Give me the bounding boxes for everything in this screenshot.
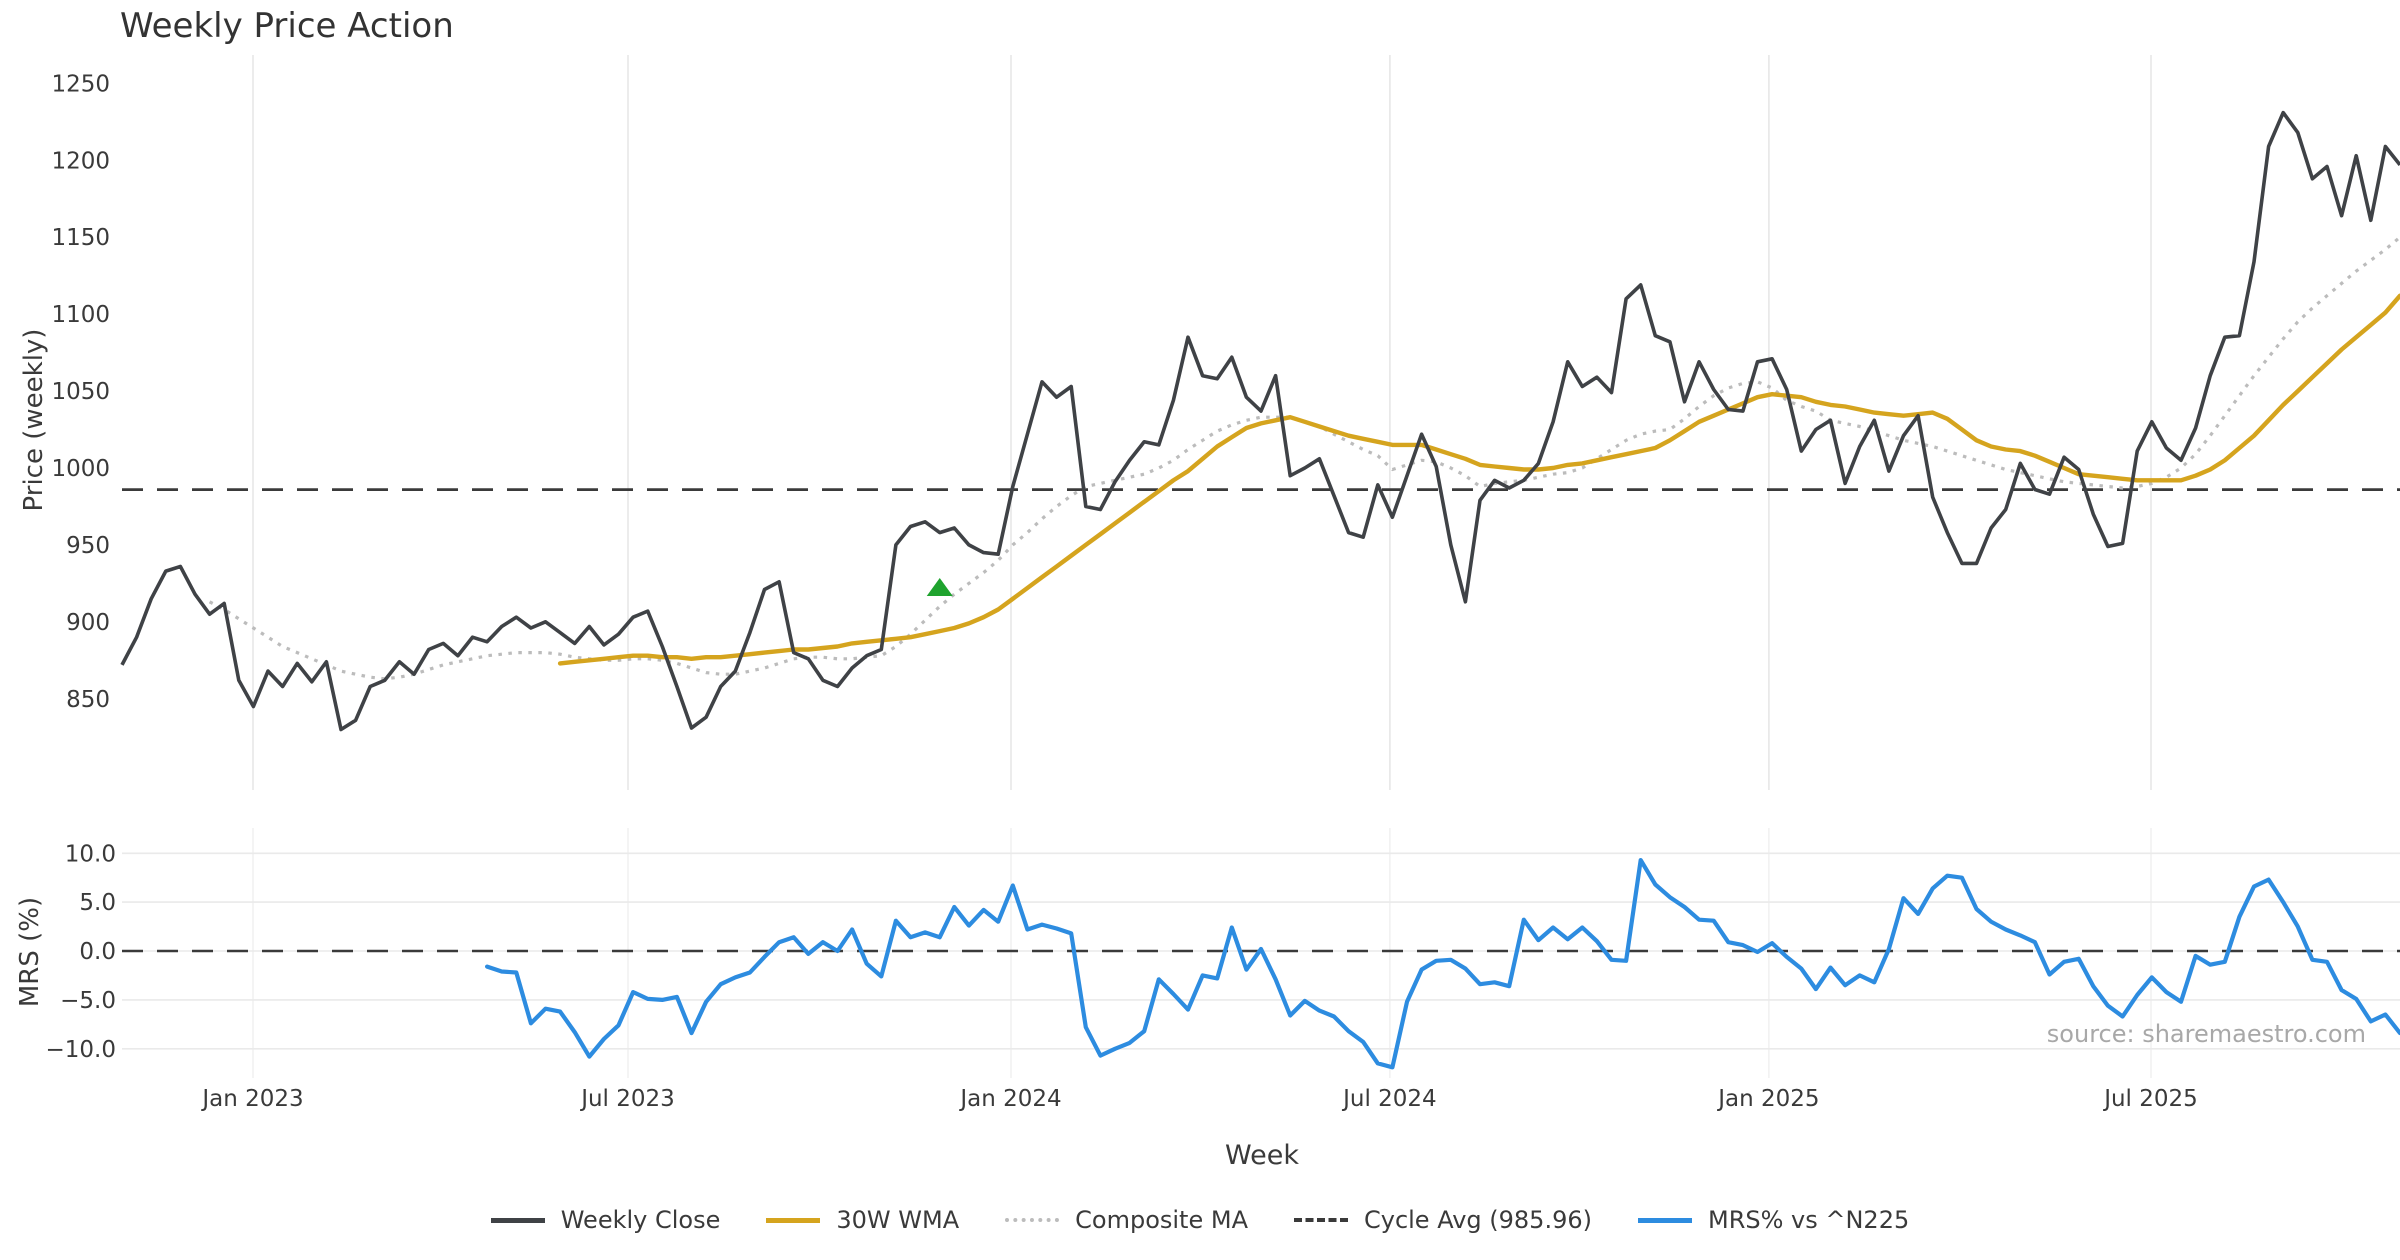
price-tick-label: 1000 [51, 456, 110, 482]
legend-label: Weekly Close [560, 1206, 721, 1234]
price-tick-label: 1200 [51, 148, 110, 174]
legend-swatch-solid [1637, 1217, 1692, 1223]
price-tick-label: 1100 [51, 302, 110, 328]
mrs-axis-title: MRS (%) [15, 896, 45, 1008]
price-tick-label: 1050 [51, 379, 110, 405]
x-tick-label: Jan 2023 [200, 1086, 303, 1112]
price-tick-label: 900 [66, 610, 110, 636]
legend-label: Composite MA [1075, 1206, 1248, 1234]
legend-swatch-dashed [1293, 1218, 1348, 1222]
x-tick-label: Jul 2025 [2102, 1086, 2198, 1112]
x-axis-title: Week [1225, 1140, 1299, 1171]
x-tick-label: Jul 2024 [1341, 1086, 1437, 1112]
buy-signal-marker [926, 577, 953, 596]
mrs-tick-label: −5.0 [60, 988, 116, 1014]
legend-swatch-solid [490, 1217, 545, 1223]
x-tick-label: Jan 2025 [1716, 1086, 1819, 1112]
price-axis-title: Price (weekly) [19, 328, 49, 512]
chart-legend: Weekly Close 30W WMA Composite MA Cycle Avg… [0, 1206, 2400, 1234]
legend-swatch-solid [766, 1217, 821, 1223]
legend-label: MRS% vs ^N225 [1707, 1206, 1910, 1234]
source-attribution: source: sharemaestro.com [2046, 1020, 2366, 1048]
mrs-tick-label: 10.0 [65, 841, 116, 867]
mrs-tick-label: 0.0 [79, 939, 116, 965]
legend-item: MRS% vs ^N225 [1637, 1206, 1910, 1234]
price-tick-label: 1150 [51, 225, 110, 251]
price-tick-label: 1250 [51, 71, 110, 97]
x-tick-label: Jan 2024 [958, 1086, 1061, 1112]
legend-item: Cycle Avg (985.96) [1293, 1206, 1592, 1234]
price-tick-label: 950 [66, 533, 110, 559]
x-tick-label: Jul 2023 [579, 1086, 675, 1112]
legend-item: Weekly Close [490, 1206, 721, 1234]
mrs-tick-label: −10.0 [46, 1037, 116, 1063]
legend-swatch-dotted [1005, 1218, 1060, 1222]
legend-item: 30W WMA [766, 1206, 959, 1234]
legend-label: 30W WMA [836, 1206, 960, 1234]
wma-30w-line [557, 293, 2400, 666]
mrs-line [485, 858, 2400, 1070]
chart-title: Weekly Price Action [120, 6, 454, 46]
price-tick-label: 850 [66, 687, 110, 713]
legend-item: Composite MA [1005, 1206, 1248, 1234]
mrs-tick-label: 5.0 [79, 890, 116, 916]
weekly-close-line [120, 110, 2400, 732]
legend-label: Cycle Avg (985.96) [1363, 1206, 1592, 1234]
composite-ma-line [208, 235, 2400, 681]
